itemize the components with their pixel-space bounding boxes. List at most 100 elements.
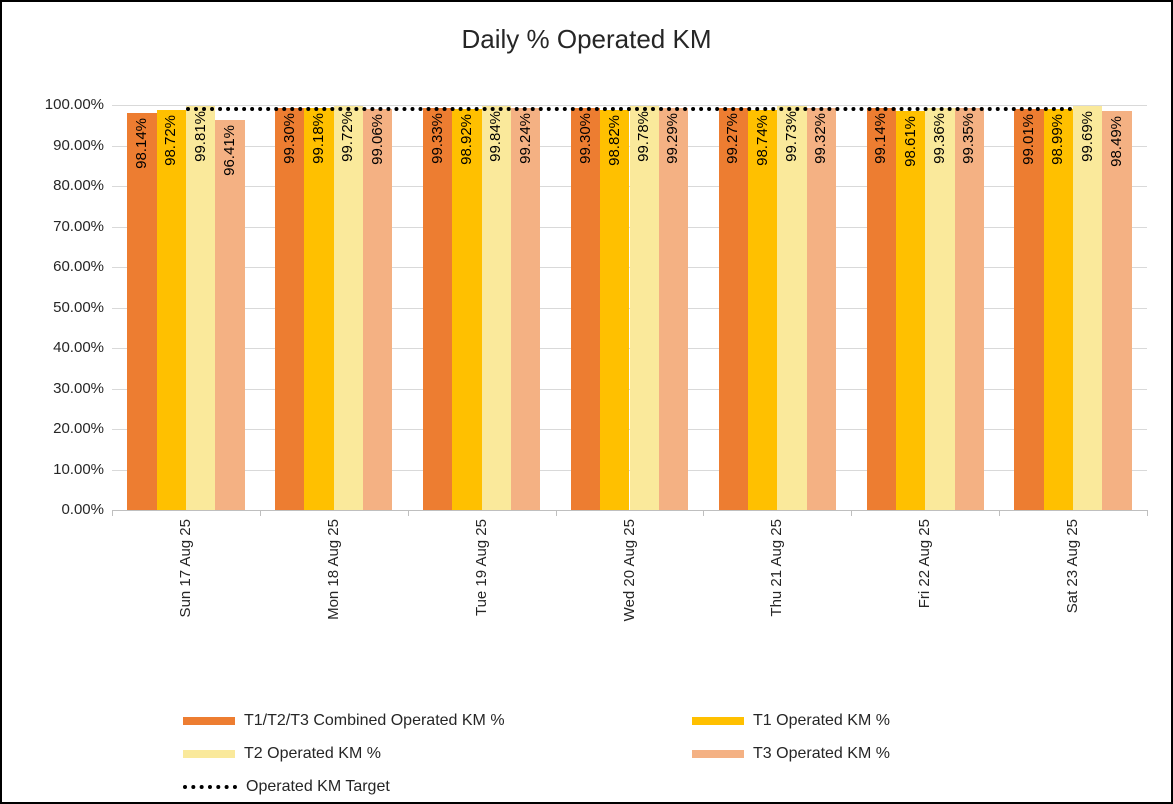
x-axis-tick: [999, 510, 1001, 516]
x-axis-category-label: Mon 18 Aug 25: [324, 519, 342, 620]
bar: [185, 105, 216, 510]
legend-swatch-icon: [183, 750, 235, 758]
bar: [925, 107, 955, 510]
y-axis-tick-label: 0.00%: [61, 501, 104, 518]
bar-data-label: 98.14%: [132, 117, 150, 169]
bar: [748, 110, 778, 510]
bar-data-label: 99.29%: [664, 112, 682, 164]
bar: [1073, 106, 1103, 510]
legend-item-label: T1/T2/T3 Combined Operated KM %: [244, 712, 505, 729]
bar-data-label: 99.24%: [516, 113, 534, 164]
y-axis-tick-label: 20.00%: [53, 420, 104, 437]
x-axis-category-label: Wed 20 Aug 25: [620, 519, 638, 622]
x-axis-category-label: Fri 22 Aug 25: [916, 519, 934, 609]
bar: [275, 107, 305, 510]
bar: [1043, 109, 1074, 510]
bar: [452, 109, 482, 510]
x-axis-category-label: Tue 19 Aug 25: [472, 519, 490, 617]
bar-data-label: 99.69%: [1078, 111, 1096, 163]
legend-item-label: Operated KM Target: [246, 778, 390, 795]
bar: [481, 105, 511, 510]
bar-data-label: 99.81%: [191, 110, 209, 162]
bar-data-label: 98.49%: [1108, 116, 1126, 167]
bar: [363, 108, 393, 510]
bar: [215, 119, 245, 510]
gridline: [112, 105, 1147, 106]
x-axis-tick: [259, 510, 261, 516]
bar: [1014, 109, 1044, 510]
bar-data-label: 98.72%: [162, 115, 180, 167]
bar-data-label: 99.18%: [310, 113, 328, 165]
bar: [777, 106, 807, 510]
bar-data-label: 99.14%: [872, 113, 890, 165]
x-axis-category-label: Sun 17 Aug 25: [176, 519, 194, 618]
y-axis-tick-label: 80.00%: [53, 177, 104, 194]
y-axis-tick-label: 30.00%: [53, 379, 104, 397]
legend-item-label: T2 Operated KM %: [244, 745, 381, 762]
bar-data-label: 99.06%: [368, 113, 386, 165]
x-axis-tick: [851, 510, 853, 516]
x-axis-tick: [112, 510, 113, 516]
bar-data-label: 99.27%: [724, 112, 742, 164]
legend-item: T1 Operated KM %: [692, 712, 890, 730]
bar: [629, 105, 659, 510]
bar-data-label: 99.84%: [487, 110, 505, 162]
bar-data-label: 98.61%: [901, 115, 919, 167]
y-axis-tick-label: 90.00%: [53, 136, 104, 154]
bar: [510, 108, 541, 510]
x-axis-tick: [1147, 510, 1148, 516]
bar-data-label: 99.73%: [783, 111, 800, 162]
bar: [895, 110, 926, 510]
bar: [423, 107, 453, 510]
bar: [658, 107, 689, 510]
legend-item: T3 Operated KM %: [692, 745, 890, 763]
target-line: [185, 107, 1074, 112]
y-axis-tick-label: 10.00%: [53, 460, 104, 478]
chart-title: Daily % Operated KM: [461, 24, 712, 54]
bar-data-label: 98.99%: [1049, 114, 1067, 165]
bar: [600, 109, 630, 510]
y-axis-tick-label: 60.00%: [53, 258, 104, 275]
bar-data-label: 98.74%: [753, 115, 771, 166]
bar: [718, 107, 749, 510]
bar-data-label: 96.41%: [220, 124, 238, 176]
legend-item: Operated KM Target: [183, 778, 390, 796]
bar-data-label: 99.01%: [1020, 114, 1038, 165]
bar-data-label: 98.92%: [457, 114, 475, 166]
bar-data-label: 99.36%: [930, 112, 948, 164]
legend-item: T2 Operated KM %: [183, 745, 381, 763]
legend-dotted-line-icon: [183, 785, 237, 789]
legend-swatch-icon: [692, 750, 744, 758]
legend-item-label: T1 Operated KM %: [753, 712, 890, 729]
bar-data-label: 99.30%: [280, 112, 298, 164]
legend-swatch-icon: [692, 717, 744, 725]
bar-data-label: 99.32%: [812, 112, 830, 164]
bar: [866, 108, 896, 510]
bar: [156, 110, 186, 510]
bar: [954, 107, 984, 510]
y-axis-tick-label: 100.00%: [44, 96, 104, 113]
x-axis-tick: [703, 510, 705, 516]
bar-data-label: 99.30%: [576, 112, 594, 164]
bar-data-label: 99.35%: [960, 112, 978, 164]
legend-item: T1/T2/T3 Combined Operated KM %: [183, 712, 505, 730]
legend-item-label: T3 Operated KM %: [753, 745, 890, 762]
bar: [333, 106, 364, 510]
y-axis-tick-label: 70.00%: [53, 217, 104, 235]
x-axis-category-label: Thu 21 Aug 25: [768, 519, 786, 617]
bar: [304, 108, 334, 510]
y-axis-tick-label: 40.00%: [53, 339, 104, 356]
x-axis-tick: [407, 510, 409, 516]
bar-data-label: 99.72%: [339, 111, 357, 162]
bar-data-label: 99.33%: [428, 112, 446, 164]
x-axis-line: [112, 510, 1147, 511]
legend-swatch-icon: [183, 717, 235, 725]
bar: [806, 107, 836, 510]
bar-data-label: 99.78%: [635, 110, 653, 162]
x-axis-category-label: Sat 23 Aug 25: [1064, 519, 1082, 614]
bar: [570, 107, 601, 510]
y-axis-tick-label: 50.00%: [53, 298, 104, 316]
bar-data-label: 98.82%: [605, 114, 623, 166]
x-axis-tick: [555, 510, 557, 516]
